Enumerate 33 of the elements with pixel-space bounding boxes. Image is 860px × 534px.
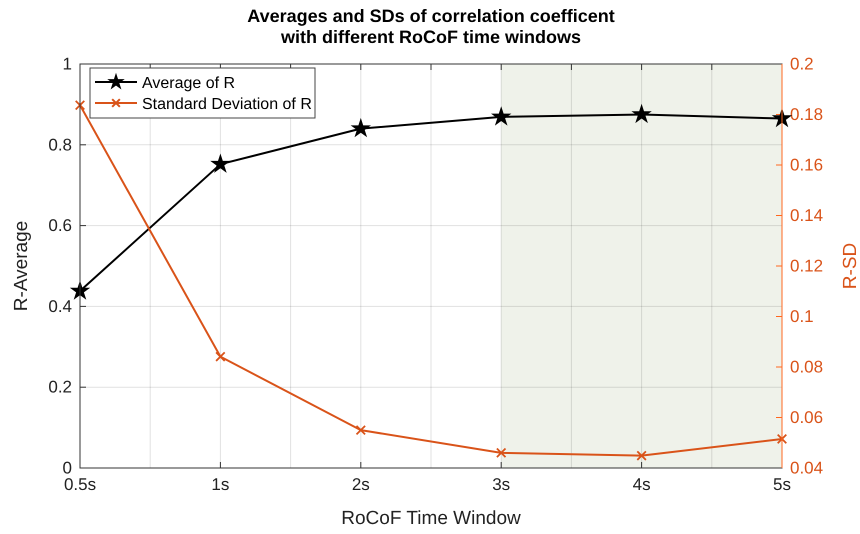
x-axis-title: RoCoF Time Window — [341, 508, 522, 529]
y2-tick-label: 0.18 — [790, 104, 824, 124]
y-axis-title: R-Average — [11, 220, 32, 312]
y2-tick-label: 0.12 — [790, 256, 824, 276]
y2-tick-label: 0.16 — [790, 155, 824, 174]
y-tick-label: 1 — [62, 54, 72, 74]
y2-tick-label: 0.06 — [790, 408, 824, 427]
y2-tick-label: 0.2 — [790, 54, 814, 74]
y-tick-label: 0 — [62, 458, 72, 478]
x-tick-label: 3s — [492, 475, 510, 494]
y-tick-label: 0.4 — [48, 296, 72, 316]
y2-tick-label: 0.04 — [790, 458, 824, 478]
point — [496, 448, 506, 458]
y2-tick-label: 0.1 — [790, 306, 814, 326]
point — [356, 424, 366, 436]
x-tick-label: 0.5s — [64, 475, 96, 494]
x-tick-label: 5s — [773, 475, 791, 494]
y-tick-label: 0.6 — [48, 216, 72, 236]
legend-label: Standard Deviation of R — [142, 96, 312, 113]
legend-label: Average of R — [142, 75, 236, 92]
point — [776, 434, 788, 444]
y2-tick-label: 0.14 — [790, 206, 824, 225]
y-tick-label: 0.2 — [48, 378, 72, 397]
point — [636, 450, 647, 461]
x-tick-label: 2s — [352, 475, 370, 494]
point — [215, 351, 226, 362]
x-tick-label: 4s — [632, 475, 651, 494]
point — [74, 100, 86, 110]
x-tick-label: 1s — [211, 475, 230, 494]
chart-title: Averages and SDs of correlation coefficent with different RoCoF time windows — [247, 6, 615, 47]
y2-axis-title: R-SD — [840, 242, 860, 290]
y2-tick-label: 0.08 — [790, 357, 824, 376]
y-tick-label: 0.8 — [48, 135, 72, 154]
